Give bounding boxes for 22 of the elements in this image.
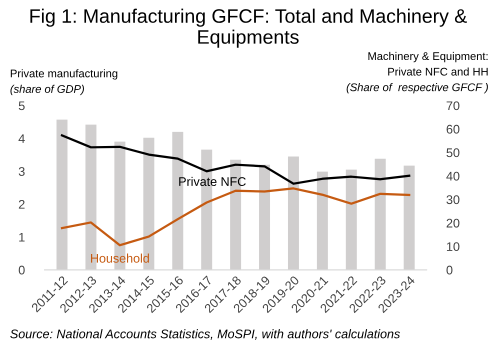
y2-tick-label: 0 <box>446 266 452 275</box>
y2-tick-label: 40 <box>446 172 460 181</box>
y-tick-label: 5 <box>18 101 25 110</box>
source-note: Source: National Accounts Statistics, MoSPI, with authors' calculations <box>10 329 400 340</box>
series-label: Household <box>91 254 149 263</box>
y2-tick-label: 50 <box>446 148 460 158</box>
y-tick-label: 4 <box>18 134 25 143</box>
chart-title: Fig 1: Manufacturing GFCF: Total and Machinery & Equipments <box>30 8 467 48</box>
y2-tick-label: 10 <box>446 242 460 252</box>
y2-tick-label: 30 <box>446 195 460 204</box>
series-label: Private NFC <box>179 176 246 186</box>
y-axis-title: Private manufacturing (share of GDP) <box>10 69 118 96</box>
y-tick-label: 0 <box>18 266 25 275</box>
y2-tick-label: 60 <box>446 124 460 134</box>
y2-tick-label: 20 <box>446 218 460 228</box>
y2-tick-label: 70 <box>446 101 460 110</box>
y-tick-label: 2 <box>18 200 25 209</box>
line-series <box>60 187 410 246</box>
y-tick-label: 1 <box>19 232 25 242</box>
line-series <box>60 134 410 185</box>
y2-axis-title: Machinery & Equipment: Private NFC and HH (Share of respective GFCF ) <box>346 52 488 94</box>
y-tick-label: 3 <box>18 167 25 176</box>
